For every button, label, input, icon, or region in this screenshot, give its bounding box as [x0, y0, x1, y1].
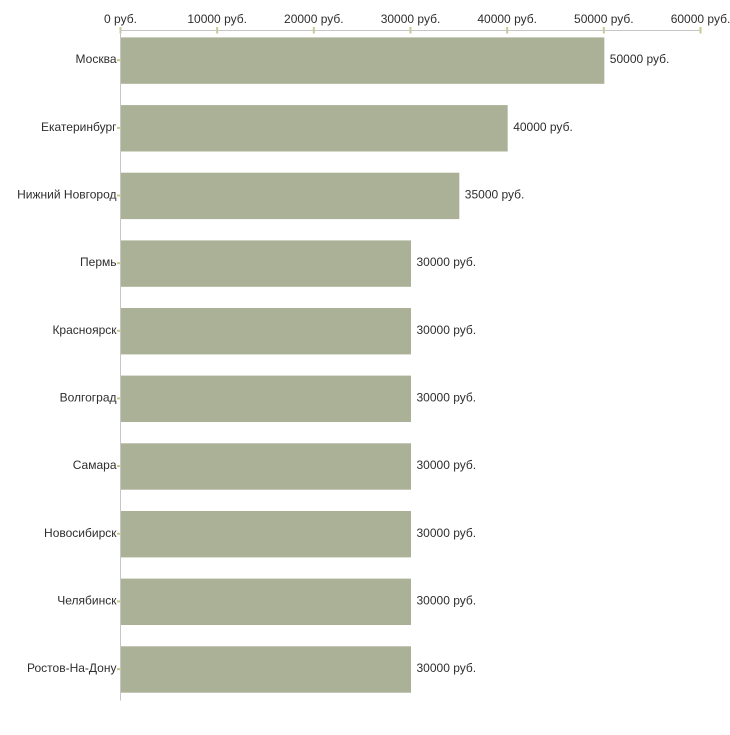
- svg-text:50000 руб.: 50000 руб.: [574, 12, 634, 26]
- svg-text:Нижний Новгород: Нижний Новгород: [17, 188, 116, 202]
- svg-text:60000 руб.: 60000 руб.: [671, 12, 730, 26]
- svg-text:35000 руб.: 35000 руб.: [465, 188, 525, 202]
- svg-text:30000 руб.: 30000 руб.: [417, 390, 477, 404]
- svg-text:30000 руб.: 30000 руб.: [417, 661, 477, 675]
- svg-text:0 руб.: 0 руб.: [104, 12, 137, 26]
- svg-text:Волгоград: Волгоград: [60, 390, 117, 404]
- svg-text:40000 руб.: 40000 руб.: [477, 12, 537, 26]
- svg-text:40000 руб.: 40000 руб.: [513, 120, 573, 134]
- svg-text:Челябинск: Челябинск: [57, 593, 117, 607]
- svg-text:30000 руб.: 30000 руб.: [381, 12, 441, 26]
- svg-text:Красноярск: Красноярск: [52, 323, 117, 337]
- svg-text:Ростов-На-Дону: Ростов-На-Дону: [27, 661, 116, 675]
- svg-text:Самара: Самара: [73, 458, 117, 472]
- svg-text:30000 руб.: 30000 руб.: [417, 255, 477, 269]
- svg-text:Новосибирск: Новосибирск: [44, 526, 117, 540]
- svg-text:30000 руб.: 30000 руб.: [417, 323, 477, 337]
- svg-text:50000 руб.: 50000 руб.: [610, 52, 670, 66]
- svg-text:10000 руб.: 10000 руб.: [187, 12, 247, 26]
- svg-text:30000 руб.: 30000 руб.: [417, 458, 477, 472]
- svg-text:Екатеринбург: Екатеринбург: [41, 120, 117, 134]
- svg-text:Пермь: Пермь: [80, 255, 116, 269]
- svg-text:30000 руб.: 30000 руб.: [417, 593, 477, 607]
- svg-text:30000 руб.: 30000 руб.: [417, 526, 477, 540]
- svg-text:Москва: Москва: [76, 52, 117, 66]
- svg-text:20000 руб.: 20000 руб.: [284, 12, 344, 26]
